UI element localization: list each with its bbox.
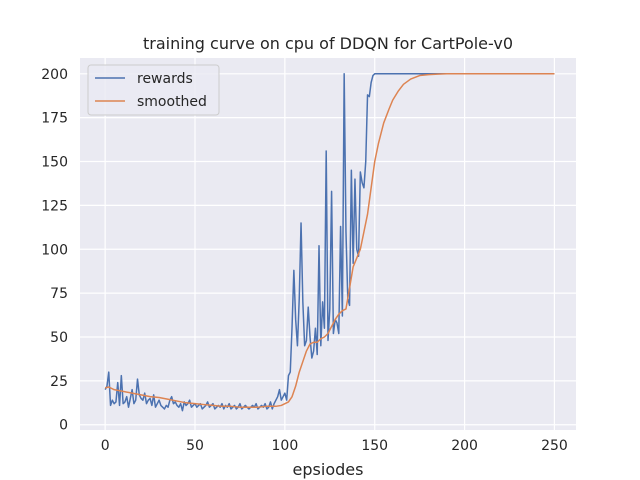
x-tick-label: 0 xyxy=(101,438,110,454)
y-tick-label: 100 xyxy=(41,242,68,258)
rewards-line xyxy=(104,73,555,412)
y-tick-label: 175 xyxy=(41,111,68,127)
x-tick-label: 150 xyxy=(361,438,388,454)
smoothed-line xyxy=(104,73,555,408)
y-tick-label: 50 xyxy=(50,330,68,346)
x-tick-label: 100 xyxy=(272,438,299,454)
y-tick-label: 25 xyxy=(50,374,68,390)
chart-title: training curve on cpu of DDQN for CartPo… xyxy=(143,34,513,53)
legend-smoothed-label: smoothed xyxy=(137,94,207,110)
x-tick-label: 250 xyxy=(541,438,568,454)
legend-rewards-label: rewards xyxy=(137,71,193,87)
y-tick-label: 75 xyxy=(50,286,68,302)
x-axis-label: epsiodes xyxy=(293,460,364,479)
x-tick-label: 50 xyxy=(186,438,204,454)
tick-labels: 0 50 100 150 200 250 0 25 50 75 100 125 150 175 200 xyxy=(41,67,568,454)
y-tick-label: 150 xyxy=(41,155,68,171)
series-layer xyxy=(104,73,555,412)
plot-area xyxy=(80,58,576,430)
x-tick-label: 200 xyxy=(451,438,478,454)
y-tick-label: 125 xyxy=(41,198,68,214)
legend: rewards smoothed xyxy=(87,64,220,116)
y-tick-label: 0 xyxy=(59,418,68,434)
y-tick-label: 200 xyxy=(41,67,68,83)
